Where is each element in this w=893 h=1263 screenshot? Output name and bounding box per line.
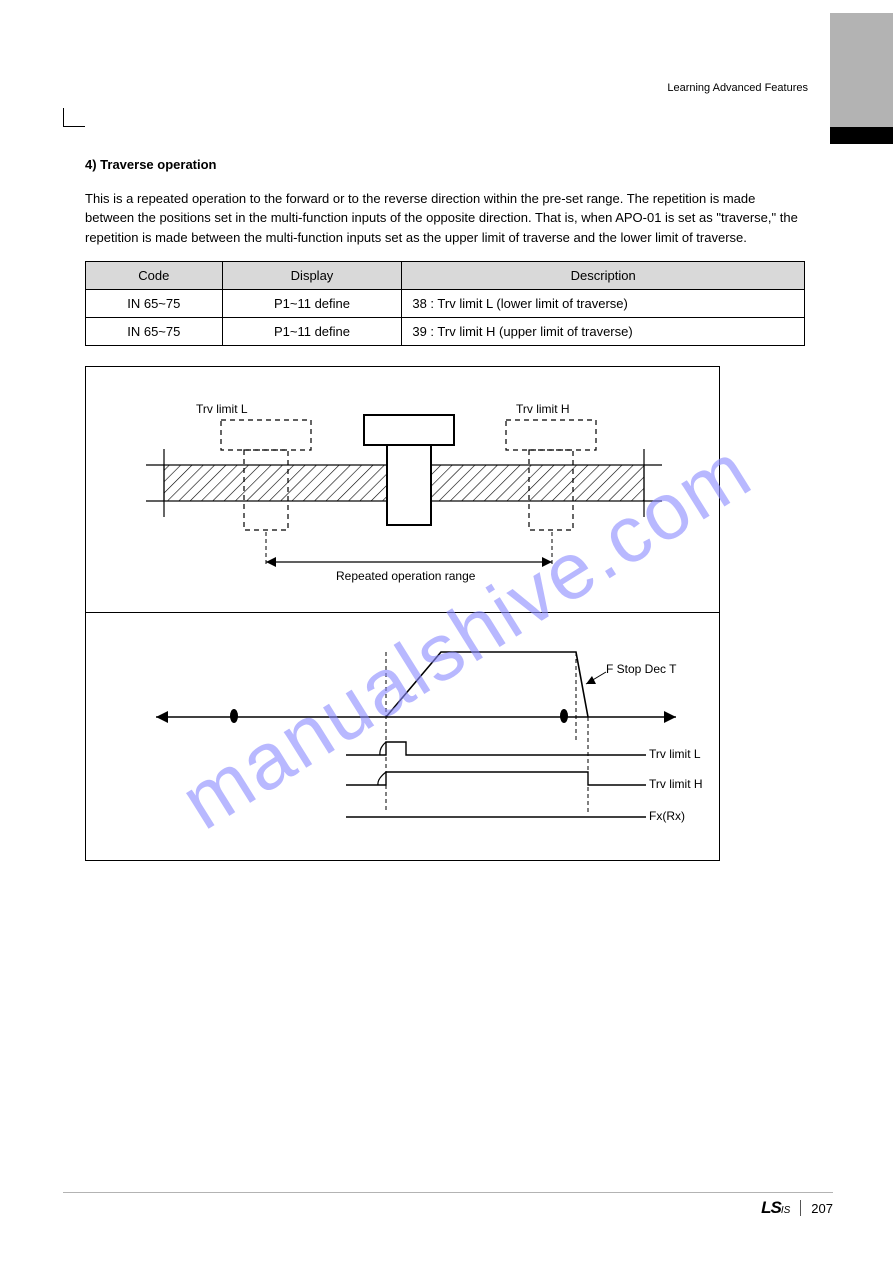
cell: IN 65~75 — [86, 290, 223, 318]
page-number: 207 — [811, 1201, 833, 1216]
cell: 39 : Trv limit H (upper limit of travers… — [402, 318, 805, 346]
corner-mark-v — [63, 108, 64, 127]
col-display: Display — [222, 262, 402, 290]
label-sig2: Trv limit H — [649, 777, 703, 791]
label-limit-h: Trv limit H — [516, 402, 570, 416]
cell: P1~11 define — [222, 290, 402, 318]
parameter-table: Code Display Description IN 65~75 P1~11 … — [85, 261, 805, 346]
footer-sep — [800, 1200, 801, 1216]
intro-paragraph: This is a repeated operation to the forw… — [85, 189, 805, 248]
col-desc: Description — [402, 262, 805, 290]
page-corner-tab — [830, 13, 893, 127]
page-header: Learning Advanced Features — [667, 82, 808, 94]
table-row: IN 65~75 P1~11 define 38 : Trv limit L (… — [86, 290, 805, 318]
cell: P1~11 define — [222, 318, 402, 346]
diagram-bottom-svg — [86, 612, 721, 862]
page-corner-tab-dark — [830, 127, 893, 144]
label-sig3: Fx(Rx) — [649, 809, 685, 823]
label-range: Repeated operation range — [336, 569, 475, 583]
table-row: IN 65~75 P1~11 define 39 : Trv limit H (… — [86, 318, 805, 346]
label-fstop: F Stop Dec T — [606, 662, 676, 676]
footer-rule — [63, 1192, 833, 1193]
label-limit-l: Trv limit L — [196, 402, 248, 416]
traverse-diagram: Trv limit L Trv limit H Repeated operati… — [85, 366, 720, 861]
main-content: 4) Traverse operation This is a repeated… — [85, 155, 805, 861]
logo: LSIS — [761, 1198, 790, 1218]
corner-mark-h — [63, 126, 85, 127]
label-sig1: Trv limit L — [649, 747, 701, 761]
cell: IN 65~75 — [86, 318, 223, 346]
cell: 38 : Trv limit L (lower limit of travers… — [402, 290, 805, 318]
footer: LSIS 207 — [761, 1198, 833, 1218]
section-title: 4) Traverse operation — [85, 155, 805, 175]
col-code: Code — [86, 262, 223, 290]
